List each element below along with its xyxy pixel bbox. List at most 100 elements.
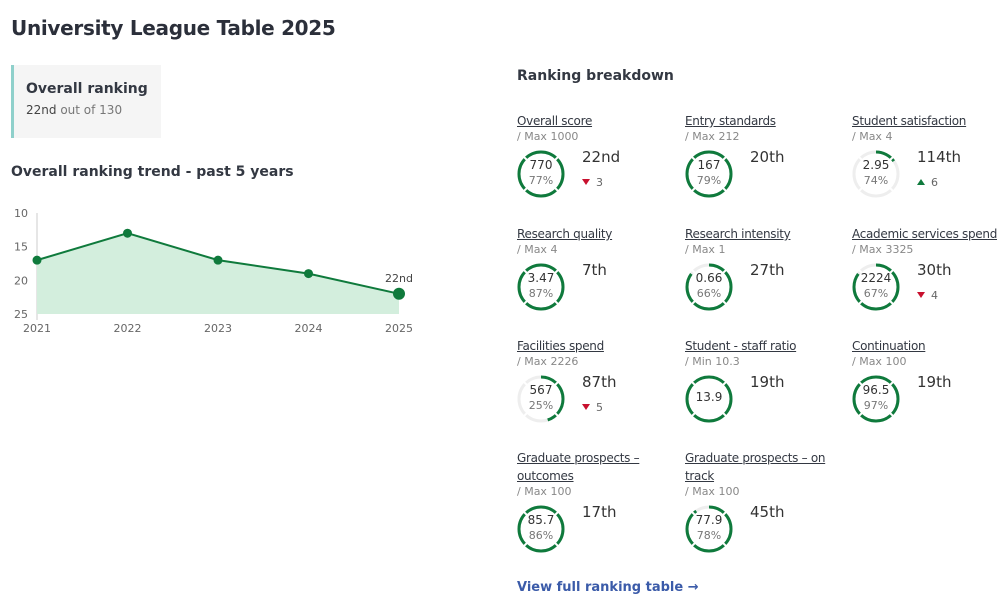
score-ring-fill <box>517 150 565 198</box>
trend-point <box>32 255 42 265</box>
score-ring-fill <box>517 263 565 311</box>
metric-position: 17th <box>582 503 617 521</box>
metric-percent: 25% <box>528 399 554 412</box>
score-ring <box>685 505 733 553</box>
metric-position: 87th <box>582 373 617 391</box>
x-tick-label: 2021 <box>23 322 51 335</box>
trend-point <box>123 228 132 238</box>
metric-position: 114th <box>917 148 962 166</box>
x-tick-label: 2025 <box>385 322 413 335</box>
metric-name-link[interactable]: Graduate prospects – on track <box>685 451 826 483</box>
metric-max: / Max 4 <box>852 130 893 143</box>
metric-max: / Max 1000 <box>517 130 579 143</box>
metric-percent: 67% <box>863 287 889 300</box>
latest-rank-label: 22nd <box>385 272 413 285</box>
metric-card: Entry standards / Max 212 167 79% 20th <box>685 112 845 208</box>
metric-max: / Max 4 <box>517 243 558 256</box>
metric-name-link[interactable]: Student - staff ratio <box>685 339 797 353</box>
metric-card: Graduate prospects – outcomes / Max 100 … <box>517 449 667 563</box>
score-ring <box>685 263 733 311</box>
trend-area <box>37 233 399 314</box>
metric-value: 85.7 <box>527 513 555 527</box>
metric-value: 2224 <box>860 271 892 285</box>
metric-max: / Max 1 <box>685 243 726 256</box>
arrow-down-icon <box>917 292 925 298</box>
rank-change: 5 <box>582 401 603 414</box>
metric-position: 45th <box>750 503 785 521</box>
metric-value: 77.9 <box>695 513 723 527</box>
metric-max: / Max 3325 <box>852 243 914 256</box>
rank-change-value: 6 <box>931 176 938 189</box>
score-ring <box>517 375 565 423</box>
metric-name-link[interactable]: Facilities spend <box>517 339 604 353</box>
metric-percent: 78% <box>696 529 722 542</box>
score-ring-fill <box>685 150 733 198</box>
y-tick-label: 20 <box>14 274 28 287</box>
score-ring <box>517 505 565 553</box>
metric-card: Student satisfaction / Max 4 2.95 74% 11… <box>852 112 1008 208</box>
page-title: University League Table 2025 <box>11 16 336 40</box>
y-tick-label: 10 <box>14 207 28 220</box>
metric-name-link[interactable]: Research quality <box>517 227 613 241</box>
metric-card: Research quality / Max 4 3.47 87% 7th <box>517 225 677 321</box>
metric-position: 30th <box>917 261 952 279</box>
metric-max: / Max 100 <box>517 485 572 498</box>
score-ring-fill <box>852 375 900 423</box>
overall-ranking-position: 22nd <box>26 103 57 117</box>
metric-max: / Max 2226 <box>517 355 579 368</box>
metric-name-link[interactable]: Student satisfaction <box>852 114 967 128</box>
metric-max: / Max 100 <box>685 485 740 498</box>
metric-name-link[interactable]: Academic services spend <box>852 227 998 241</box>
metric-name-link[interactable]: Graduate prospects – outcomes <box>517 451 640 483</box>
metric-value: 3.47 <box>527 271 555 285</box>
rank-change: 3 <box>582 176 603 189</box>
metric-percent: 66% <box>696 287 722 300</box>
metric-percent: 97% <box>863 399 889 412</box>
y-tick-label: 15 <box>14 241 28 254</box>
metric-card: Student - staff ratio / Min 10.3 13.9 19… <box>685 337 845 433</box>
metric-position: 19th <box>917 373 952 391</box>
metric-value: 2.95 <box>862 158 890 172</box>
metric-value: 0.66 <box>695 271 723 285</box>
rank-change-value: 3 <box>596 176 603 189</box>
x-tick-label: 2022 <box>114 322 142 335</box>
score-ring-fill <box>685 375 733 423</box>
metric-value: 770 <box>529 158 553 172</box>
x-tick-label: 2023 <box>204 322 232 335</box>
metric-name-link[interactable]: Entry standards <box>685 114 776 128</box>
metric-value: 567 <box>529 383 553 397</box>
arrow-down-icon <box>582 404 590 410</box>
metric-percent: 79% <box>696 174 722 187</box>
metric-name-link[interactable]: Research intensity <box>685 227 791 241</box>
score-ring <box>685 375 733 423</box>
metric-value: 13.9 <box>695 390 723 404</box>
trend-point <box>304 269 313 279</box>
metric-percent: 86% <box>528 529 554 542</box>
rank-change: 4 <box>917 289 938 302</box>
metric-card: Facilities spend / Max 2226 567 25% 87th… <box>517 337 677 433</box>
metric-max: / Min 10.3 <box>685 355 740 368</box>
score-ring <box>852 375 900 423</box>
rank-change: 6 <box>917 176 938 189</box>
score-ring-fill <box>517 505 565 553</box>
metric-position: 20th <box>750 148 785 166</box>
metric-card: Graduate prospects – on track / Max 100 … <box>685 449 835 563</box>
metric-name-link[interactable]: Continuation <box>852 339 926 353</box>
y-tick-label: 25 <box>14 308 28 321</box>
score-ring <box>685 150 733 198</box>
metric-max: / Max 100 <box>852 355 907 368</box>
metric-value: 96.5 <box>862 383 890 397</box>
score-ring-fill <box>852 150 900 198</box>
metric-name-link[interactable]: Overall score <box>517 114 593 128</box>
trend-heading: Overall ranking trend - past 5 years <box>11 164 294 180</box>
metric-max: / Max 212 <box>685 130 740 143</box>
metric-position: 19th <box>750 373 785 391</box>
view-full-table-link[interactable]: View full ranking table → <box>517 580 699 595</box>
metric-position: 7th <box>582 261 607 279</box>
metric-card: Overall score / Max 1000 770 77% 22nd 3 <box>517 112 677 208</box>
metric-position: 22nd <box>582 148 621 166</box>
score-ring-fill <box>852 263 900 311</box>
x-tick-label: 2024 <box>295 322 323 335</box>
rank-change-value: 5 <box>596 401 603 414</box>
